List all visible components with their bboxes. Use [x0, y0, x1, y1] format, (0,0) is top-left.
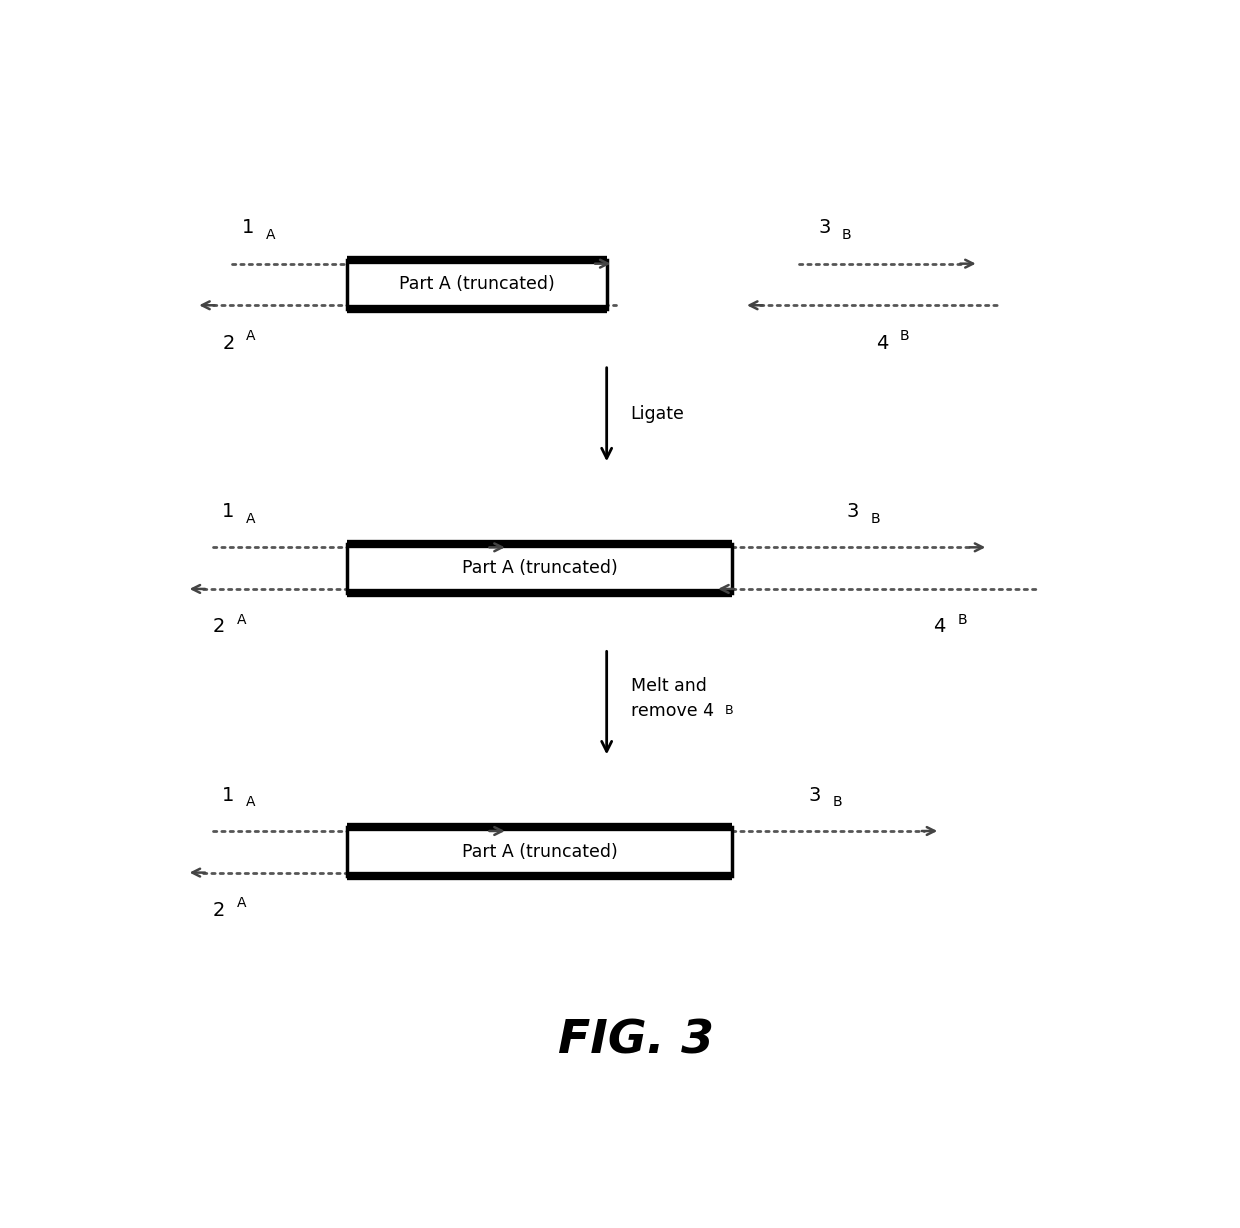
Text: A: A	[247, 329, 255, 343]
Text: Part A (truncated): Part A (truncated)	[461, 559, 618, 577]
Text: A: A	[247, 796, 255, 809]
Text: 2: 2	[213, 618, 224, 636]
Text: B: B	[842, 228, 852, 242]
Text: 4: 4	[934, 618, 946, 636]
Bar	[347, 260, 606, 309]
Text: A: A	[265, 228, 275, 242]
Text: Part A (truncated): Part A (truncated)	[461, 842, 618, 861]
Text: 1: 1	[222, 502, 234, 521]
Text: 2: 2	[222, 334, 234, 352]
Text: FIG. 3: FIG. 3	[558, 1018, 713, 1063]
Text: A: A	[237, 613, 247, 626]
Text: 3: 3	[818, 219, 831, 237]
Text: 2: 2	[213, 901, 224, 920]
Text: B: B	[832, 796, 842, 809]
Text: Melt and: Melt and	[631, 678, 707, 695]
Text: 3: 3	[847, 502, 859, 521]
Text: B: B	[900, 329, 909, 343]
Text: A: A	[247, 512, 255, 526]
Text: Ligate: Ligate	[631, 405, 684, 424]
Text: A: A	[237, 896, 247, 910]
Bar	[347, 828, 732, 877]
Text: Part A (truncated): Part A (truncated)	[399, 275, 554, 293]
Bar	[347, 544, 732, 593]
Text: B: B	[957, 613, 967, 626]
Text: remove 4: remove 4	[631, 702, 714, 720]
Text: 1: 1	[222, 786, 234, 804]
Text: 3: 3	[808, 786, 821, 804]
Text: 1: 1	[242, 219, 254, 237]
Text: B: B	[725, 704, 734, 717]
Text: 4: 4	[875, 334, 888, 352]
Text: B: B	[870, 512, 880, 526]
